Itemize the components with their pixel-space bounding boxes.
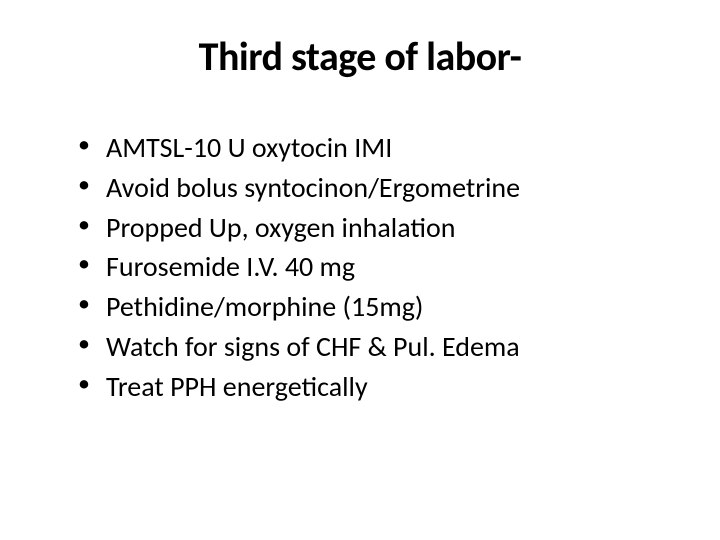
list-item: Pethidine/morphine (15mg) xyxy=(78,287,672,327)
slide-title: Third stage of labor- xyxy=(48,34,672,80)
list-item: Watch for signs of CHF & Pul. Edema xyxy=(78,327,672,367)
bullet-list: AMTSL-10 U oxytocin IMI Avoid bolus synt… xyxy=(48,128,672,406)
list-item: Avoid bolus syntocinon/Ergometrine xyxy=(78,168,672,208)
list-item: Furosemide I.V. 40 mg xyxy=(78,247,672,287)
list-item: AMTSL-10 U oxytocin IMI xyxy=(78,128,672,168)
slide: Third stage of labor- AMTSL-10 U oxytoci… xyxy=(0,0,720,540)
list-item: Propped Up, oxygen inhalation xyxy=(78,208,672,248)
list-item: Treat PPH energetically xyxy=(78,367,672,407)
